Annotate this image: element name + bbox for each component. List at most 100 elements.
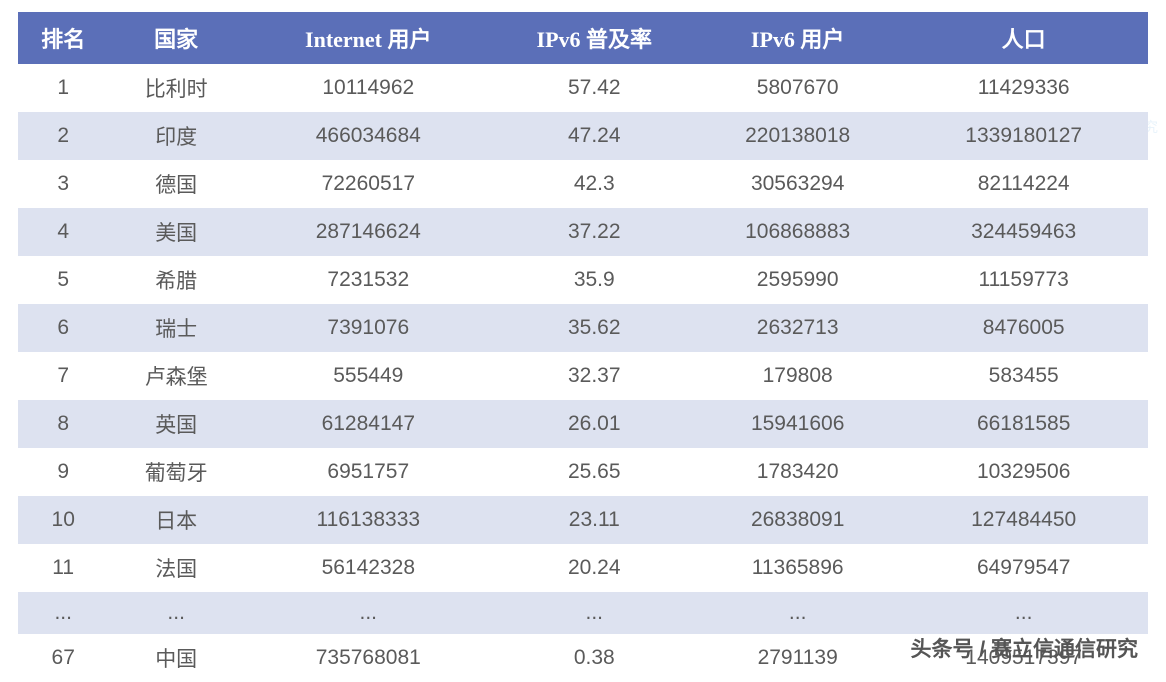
table-row: 11法国5614232820.241136589664979547 bbox=[18, 544, 1148, 592]
cell-population: 127484450 bbox=[899, 496, 1148, 544]
table-row: 6瑞士739107635.6226327138476005 bbox=[18, 304, 1148, 352]
cell-internet_users: 7231532 bbox=[244, 256, 493, 304]
cell-ipv6_rate: 26.01 bbox=[493, 400, 696, 448]
cell-ipv6_rate: 20.24 bbox=[493, 544, 696, 592]
cell-country: 希腊 bbox=[108, 256, 244, 304]
ipv6-ranking-table: 排名 国家 Internet 用户 IPv6 普及率 IPv6 用户 人口 1比… bbox=[18, 12, 1148, 682]
cell-internet_users: ... bbox=[244, 592, 493, 634]
cell-rank: 1 bbox=[18, 64, 108, 112]
cell-ipv6_users: 11365896 bbox=[696, 544, 899, 592]
cell-rank: 4 bbox=[18, 208, 108, 256]
cell-rank: 8 bbox=[18, 400, 108, 448]
cell-population: 8476005 bbox=[899, 304, 1148, 352]
cell-population: 11159773 bbox=[899, 256, 1148, 304]
cell-internet_users: 6951757 bbox=[244, 448, 493, 496]
cell-country: 英国 bbox=[108, 400, 244, 448]
table-row: .................. bbox=[18, 592, 1148, 634]
cell-country: 印度 bbox=[108, 112, 244, 160]
cell-ipv6_rate: 47.24 bbox=[493, 112, 696, 160]
cell-internet_users: 61284147 bbox=[244, 400, 493, 448]
cell-internet_users: 10114962 bbox=[244, 64, 493, 112]
cell-ipv6_users: ... bbox=[696, 592, 899, 634]
cell-internet_users: 555449 bbox=[244, 352, 493, 400]
cell-ipv6_rate: 0.38 bbox=[493, 634, 696, 682]
cell-ipv6_rate: 35.9 bbox=[493, 256, 696, 304]
cell-ipv6_users: 26838091 bbox=[696, 496, 899, 544]
cell-population: ... bbox=[899, 592, 1148, 634]
cell-ipv6_rate: 57.42 bbox=[493, 64, 696, 112]
cell-rank: 10 bbox=[18, 496, 108, 544]
header-rank: 排名 bbox=[18, 12, 108, 64]
cell-rank: ... bbox=[18, 592, 108, 634]
cell-country: 比利时 bbox=[108, 64, 244, 112]
cell-ipv6_rate: 37.22 bbox=[493, 208, 696, 256]
cell-country: 美国 bbox=[108, 208, 244, 256]
ipv6-ranking-table-container: 排名 国家 Internet 用户 IPv6 普及率 IPv6 用户 人口 1比… bbox=[0, 0, 1166, 682]
cell-ipv6_users: 30563294 bbox=[696, 160, 899, 208]
cell-population: 82114224 bbox=[899, 160, 1148, 208]
cell-country: 葡萄牙 bbox=[108, 448, 244, 496]
cell-rank: 7 bbox=[18, 352, 108, 400]
cell-ipv6_users: 1783420 bbox=[696, 448, 899, 496]
header-ipv6-rate: IPv6 普及率 bbox=[493, 12, 696, 64]
cell-population: 324459463 bbox=[899, 208, 1148, 256]
cell-country: 瑞士 bbox=[108, 304, 244, 352]
cell-country: 法国 bbox=[108, 544, 244, 592]
cell-ipv6_rate: 23.11 bbox=[493, 496, 696, 544]
footer-credit: 头条号 / 赛立信通信研究 bbox=[910, 633, 1138, 663]
cell-ipv6_rate: ... bbox=[493, 592, 696, 634]
header-population: 人口 bbox=[899, 12, 1148, 64]
table-row: 5希腊723153235.9259599011159773 bbox=[18, 256, 1148, 304]
cell-population: 583455 bbox=[899, 352, 1148, 400]
table-row: 3德国7226051742.33056329482114224 bbox=[18, 160, 1148, 208]
cell-internet_users: 7391076 bbox=[244, 304, 493, 352]
table-header-row: 排名 国家 Internet 用户 IPv6 普及率 IPv6 用户 人口 bbox=[18, 12, 1148, 64]
cell-country: 德国 bbox=[108, 160, 244, 208]
cell-ipv6_users: 179808 bbox=[696, 352, 899, 400]
cell-internet_users: 287146624 bbox=[244, 208, 493, 256]
table-row: 4美国28714662437.22106868883324459463 bbox=[18, 208, 1148, 256]
cell-internet_users: 72260517 bbox=[244, 160, 493, 208]
cell-ipv6_rate: 25.65 bbox=[493, 448, 696, 496]
header-country: 国家 bbox=[108, 12, 244, 64]
cell-population: 66181585 bbox=[899, 400, 1148, 448]
header-internet-users: Internet 用户 bbox=[244, 12, 493, 64]
cell-internet_users: 116138333 bbox=[244, 496, 493, 544]
cell-ipv6_users: 220138018 bbox=[696, 112, 899, 160]
cell-ipv6_users: 2632713 bbox=[696, 304, 899, 352]
cell-ipv6_users: 15941606 bbox=[696, 400, 899, 448]
table-row: 7卢森堡55544932.37179808583455 bbox=[18, 352, 1148, 400]
cell-ipv6_users: 2595990 bbox=[696, 256, 899, 304]
cell-population: 11429336 bbox=[899, 64, 1148, 112]
cell-internet_users: 735768081 bbox=[244, 634, 493, 682]
cell-rank: 67 bbox=[18, 634, 108, 682]
table-row: 1比利时1011496257.42580767011429336 bbox=[18, 64, 1148, 112]
cell-ipv6_rate: 42.3 bbox=[493, 160, 696, 208]
cell-country: 日本 bbox=[108, 496, 244, 544]
cell-rank: 3 bbox=[18, 160, 108, 208]
cell-rank: 2 bbox=[18, 112, 108, 160]
table-row: 9葡萄牙695175725.65178342010329506 bbox=[18, 448, 1148, 496]
cell-internet_users: 466034684 bbox=[244, 112, 493, 160]
cell-rank: 5 bbox=[18, 256, 108, 304]
table-row: 10日本11613833323.1126838091127484450 bbox=[18, 496, 1148, 544]
cell-rank: 11 bbox=[18, 544, 108, 592]
table-body: 1比利时1011496257.425807670114293362印度46603… bbox=[18, 64, 1148, 682]
cell-rank: 6 bbox=[18, 304, 108, 352]
cell-ipv6_rate: 32.37 bbox=[493, 352, 696, 400]
cell-population: 64979547 bbox=[899, 544, 1148, 592]
cell-population: 10329506 bbox=[899, 448, 1148, 496]
cell-ipv6_rate: 35.62 bbox=[493, 304, 696, 352]
cell-country: 中国 bbox=[108, 634, 244, 682]
table-row: 2印度46603468447.242201380181339180127 bbox=[18, 112, 1148, 160]
cell-population: 1339180127 bbox=[899, 112, 1148, 160]
header-ipv6-users: IPv6 用户 bbox=[696, 12, 899, 64]
cell-country: 卢森堡 bbox=[108, 352, 244, 400]
cell-rank: 9 bbox=[18, 448, 108, 496]
cell-ipv6_users: 2791139 bbox=[696, 634, 899, 682]
cell-internet_users: 56142328 bbox=[244, 544, 493, 592]
cell-ipv6_users: 5807670 bbox=[696, 64, 899, 112]
cell-country: ... bbox=[108, 592, 244, 634]
table-row: 8英国6128414726.011594160666181585 bbox=[18, 400, 1148, 448]
cell-ipv6_users: 106868883 bbox=[696, 208, 899, 256]
